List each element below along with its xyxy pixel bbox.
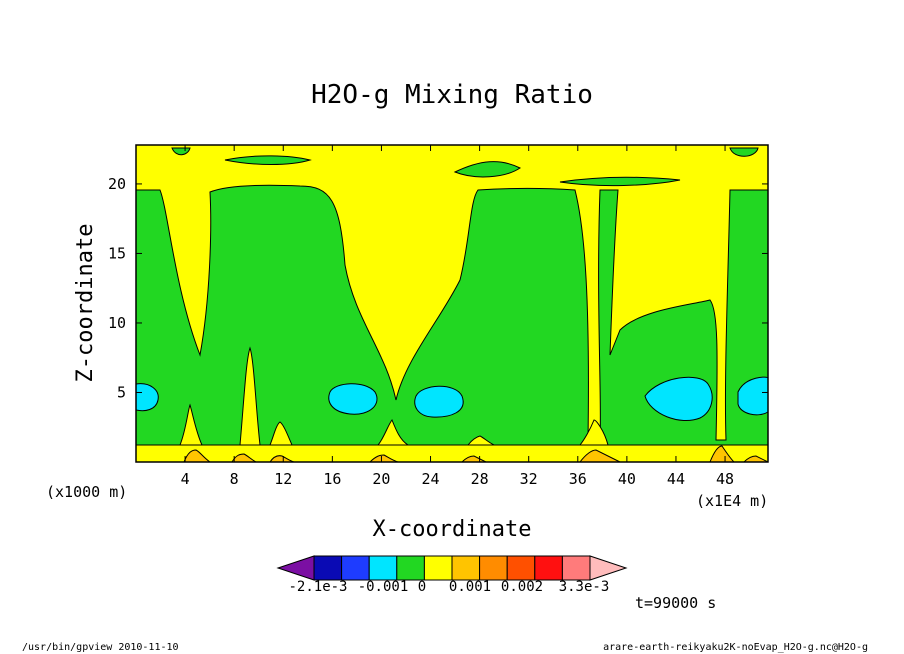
x-tick-label: 12 bbox=[274, 470, 292, 488]
colorbar-label: 0.001 bbox=[449, 579, 491, 595]
x-tick-label: 44 bbox=[667, 470, 685, 488]
plot-area bbox=[135, 144, 769, 463]
colorbar-label: -0.001 bbox=[358, 579, 409, 595]
x-tick-label: 24 bbox=[421, 470, 439, 488]
y-tick-label: 20 bbox=[108, 175, 126, 193]
y-axis: 5 10 15 20 bbox=[108, 175, 768, 401]
colorbar-swatch bbox=[506, 555, 536, 581]
time-label: t=99000 s bbox=[635, 594, 716, 612]
cyan-blobs bbox=[135, 376, 769, 422]
colorbar-label: 0.002 bbox=[501, 579, 543, 595]
x-tick-label: 20 bbox=[372, 470, 390, 488]
green-region-left bbox=[135, 184, 769, 446]
yellow-tongue-2 bbox=[239, 346, 261, 446]
orange-patches bbox=[183, 445, 769, 463]
chart-title: H2O-g Mixing Ratio bbox=[311, 80, 593, 110]
footer-left: /usr/bin/gpview 2010-11-10 bbox=[22, 642, 179, 653]
yellow-band-bottom bbox=[135, 444, 769, 463]
x-tick-label: 4 bbox=[181, 470, 190, 488]
yellow-tongue-1 bbox=[179, 403, 203, 446]
colorbar-labels: -2.1e-3 -0.001 0 0.001 0.002 3.3e-3 bbox=[288, 579, 609, 595]
colorbar-swatch bbox=[534, 555, 563, 581]
plot-frame bbox=[135, 144, 769, 463]
colorbar bbox=[276, 555, 628, 581]
colorbar-swatch bbox=[423, 555, 453, 581]
x-tick-label: 28 bbox=[471, 470, 489, 488]
colorbar-swatch bbox=[341, 555, 370, 581]
yellow-tongue-6 bbox=[578, 419, 609, 446]
green-region-top-mid2 bbox=[453, 161, 521, 178]
y-tick-label: 10 bbox=[108, 314, 126, 332]
colorbar-swatch bbox=[479, 555, 508, 581]
colorbar-swatch bbox=[396, 555, 425, 581]
x-tick-label: 16 bbox=[323, 470, 341, 488]
x-axis: 4 8 12 16 20 24 28 32 36 40 44 48 bbox=[181, 145, 734, 488]
footer-right: arare-earth-reikyaku2K-noEvap_H2O-g.nc@H… bbox=[603, 642, 868, 653]
x-scale-note: (x1E4 m) bbox=[696, 492, 768, 510]
colorbar-label: 3.3e-3 bbox=[559, 579, 610, 595]
colorbar-swatch bbox=[313, 555, 343, 581]
colorbar-swatch bbox=[368, 555, 398, 581]
y-axis-label: Z-coordinate bbox=[73, 224, 98, 383]
colorbar-label: 0 bbox=[418, 579, 426, 595]
yellow-tongue-4 bbox=[376, 419, 410, 446]
colorbar-low-triangle bbox=[276, 555, 315, 581]
green-region-top-mid bbox=[224, 155, 312, 165]
x-tick-label: 8 bbox=[230, 470, 239, 488]
x-tick-label: 40 bbox=[618, 470, 636, 488]
green-region-top-right2 bbox=[729, 147, 759, 157]
green-region-top-right bbox=[559, 176, 681, 187]
y-tick-label: 15 bbox=[108, 244, 126, 262]
x-tick-label: 48 bbox=[716, 470, 734, 488]
colorbar-swatch bbox=[451, 555, 481, 581]
y-tick-label: 5 bbox=[117, 383, 126, 401]
yellow-tongue-3 bbox=[269, 421, 293, 446]
colorbar-label: -2.1e-3 bbox=[288, 579, 347, 595]
y-scale-note: (x1000 m) bbox=[46, 483, 127, 501]
colorbar-swatch bbox=[561, 555, 591, 581]
yellow-tongue-5 bbox=[466, 435, 495, 446]
x-tick-label: 32 bbox=[520, 470, 538, 488]
colorbar-high-triangle bbox=[589, 555, 628, 581]
x-axis-label: X-coordinate bbox=[373, 517, 532, 542]
x-tick-label: 36 bbox=[569, 470, 587, 488]
